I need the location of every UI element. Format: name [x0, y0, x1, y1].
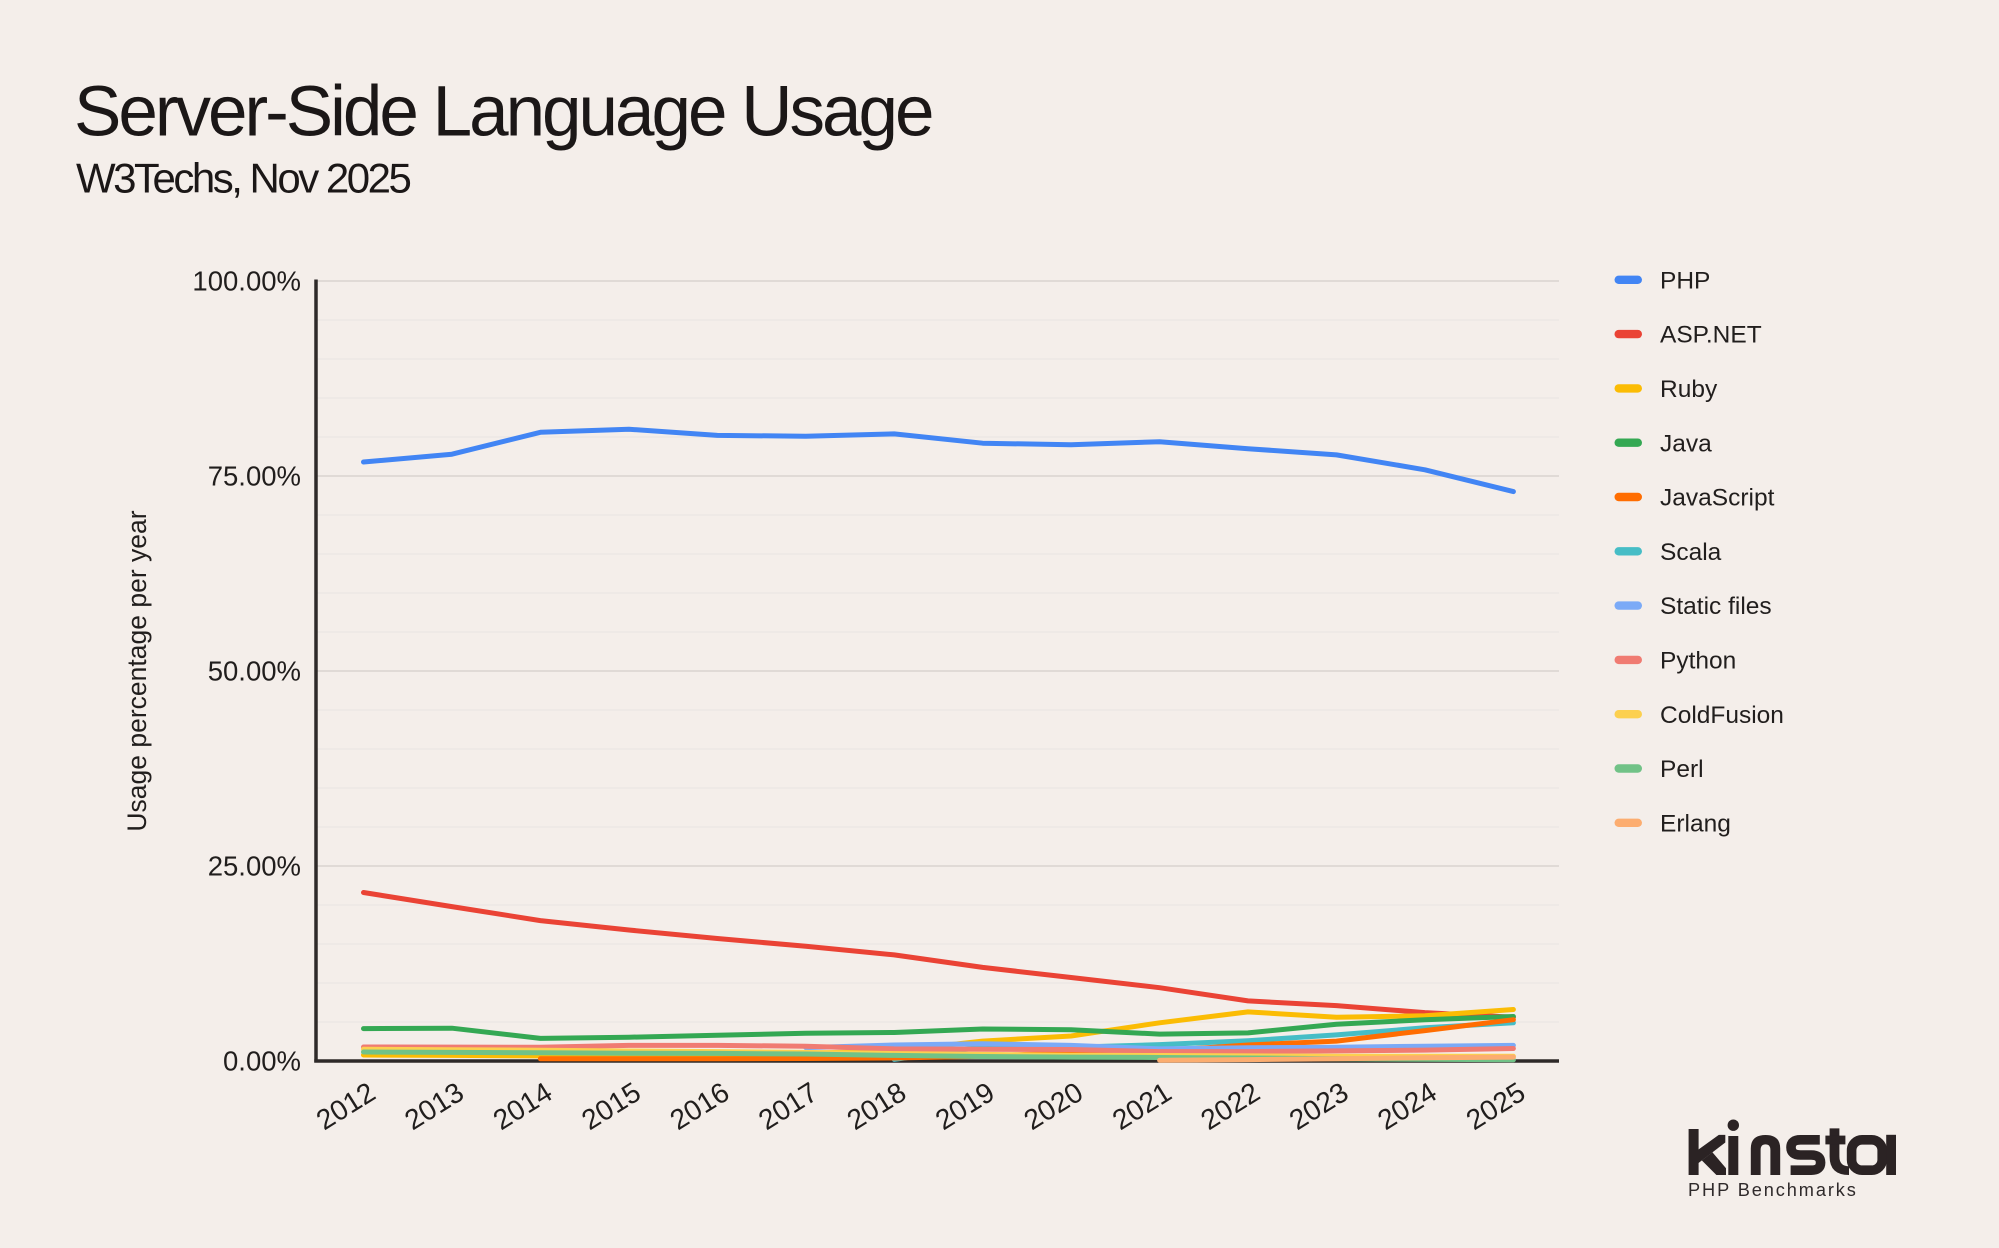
- svg-text:2017: 2017: [753, 1075, 823, 1135]
- svg-text:50.00%: 50.00%: [208, 656, 301, 687]
- svg-text:ColdFusion: ColdFusion: [1660, 702, 1784, 729]
- svg-text:Python: Python: [1660, 648, 1736, 675]
- svg-text:100.00%: 100.00%: [192, 266, 301, 297]
- svg-text:Usage percentage per year: Usage percentage per year: [122, 510, 152, 831]
- svg-text:Erlang: Erlang: [1660, 810, 1731, 837]
- svg-text:PHP: PHP: [1660, 267, 1710, 294]
- svg-text:Java: Java: [1660, 430, 1712, 457]
- svg-text:W3Techs, Nov 2025: W3Techs, Nov 2025: [76, 155, 410, 202]
- svg-text:Scala: Scala: [1660, 539, 1722, 566]
- svg-text:PHP Benchmarks: PHP Benchmarks: [1688, 1180, 1858, 1200]
- svg-text:Ruby: Ruby: [1660, 376, 1718, 403]
- svg-text:2021: 2021: [1106, 1075, 1176, 1135]
- svg-text:2013: 2013: [399, 1075, 469, 1135]
- svg-text:2015: 2015: [576, 1075, 646, 1135]
- svg-text:Server-Side Language Usage: Server-Side Language Usage: [74, 73, 932, 152]
- svg-text:2016: 2016: [664, 1075, 734, 1135]
- svg-text:2024: 2024: [1372, 1075, 1442, 1135]
- svg-text:2018: 2018: [841, 1075, 911, 1135]
- svg-text:ASP.NET: ASP.NET: [1660, 322, 1762, 349]
- svg-text:75.00%: 75.00%: [208, 461, 301, 492]
- svg-text:Static files: Static files: [1660, 593, 1772, 620]
- svg-text:Perl: Perl: [1660, 756, 1704, 783]
- svg-text:0.00%: 0.00%: [223, 1046, 301, 1077]
- svg-text:2014: 2014: [487, 1075, 557, 1135]
- svg-text:JavaScript: JavaScript: [1660, 485, 1775, 512]
- svg-text:2025: 2025: [1460, 1075, 1530, 1135]
- svg-text:25.00%: 25.00%: [208, 851, 301, 882]
- svg-text:2012: 2012: [310, 1075, 380, 1135]
- svg-text:2023: 2023: [1283, 1075, 1353, 1135]
- svg-text:2019: 2019: [929, 1075, 999, 1135]
- svg-text:2020: 2020: [1018, 1075, 1088, 1135]
- svg-text:2022: 2022: [1195, 1075, 1265, 1135]
